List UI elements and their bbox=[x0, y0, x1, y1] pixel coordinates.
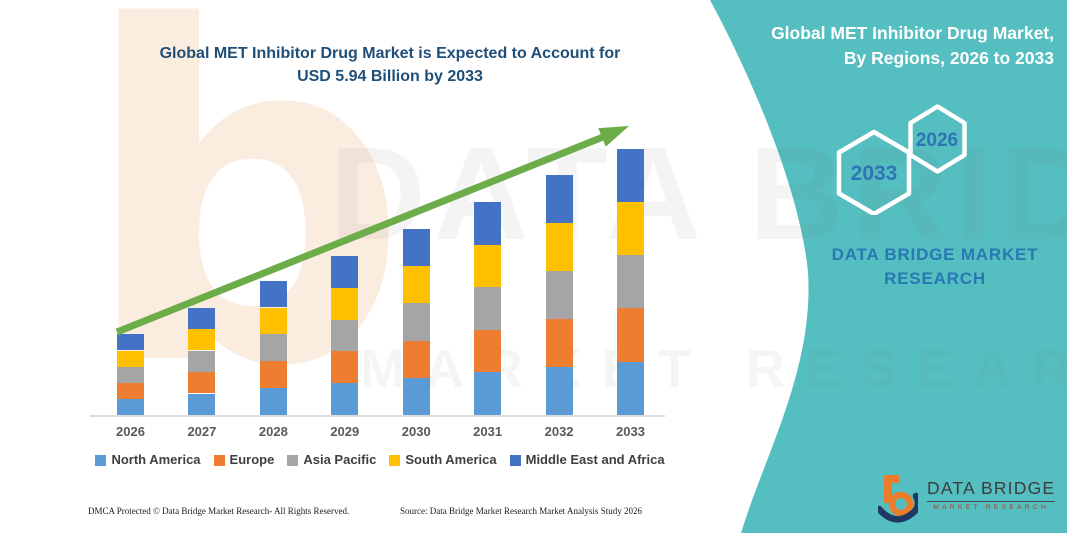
bar-segment bbox=[117, 382, 144, 399]
bar-segment bbox=[402, 266, 430, 304]
right-panel-title-line2: By Regions, 2026 to 2033 bbox=[843, 48, 1054, 68]
bar-segment bbox=[402, 229, 430, 267]
legend-item: North America bbox=[95, 452, 201, 467]
legend-item: Middle East and Africa bbox=[509, 452, 665, 467]
chart-title-line1: Global MET Inhibitor Drug Market is Expe… bbox=[159, 45, 621, 62]
logo-b-stem bbox=[884, 475, 899, 503]
logo-b-bowl bbox=[888, 491, 914, 517]
x-axis-tick-label: 2029 bbox=[330, 424, 360, 439]
bar-segment bbox=[545, 271, 573, 320]
legend-swatch bbox=[389, 454, 401, 466]
bar-segment bbox=[188, 350, 216, 372]
bar-segment bbox=[474, 202, 502, 245]
legend-item: South America bbox=[389, 452, 497, 467]
bar-segment bbox=[331, 287, 359, 320]
logo-name-text: DATA BRIDGE bbox=[927, 478, 1056, 502]
bar-segment bbox=[545, 175, 573, 224]
logo-swoosh bbox=[878, 492, 918, 523]
bar-segment bbox=[331, 255, 359, 288]
bar-segment bbox=[402, 377, 430, 415]
bar-segment bbox=[331, 383, 359, 415]
hexagon-2026-label: 2026 bbox=[916, 130, 958, 151]
legend-label: Asia Pacific bbox=[303, 452, 377, 467]
legend-item: Europe bbox=[213, 452, 275, 467]
bar-segment bbox=[188, 307, 216, 329]
x-axis-tick-label: 2032 bbox=[544, 424, 574, 439]
bar-segment bbox=[545, 367, 573, 415]
x-axis-tick-label: 2033 bbox=[616, 424, 645, 439]
x-axis-tick-label: 2030 bbox=[401, 424, 431, 439]
bar-segment bbox=[117, 366, 144, 383]
bar-segment bbox=[117, 350, 144, 367]
bar-segment bbox=[259, 280, 287, 308]
bar-segment bbox=[117, 398, 144, 415]
x-axis-line bbox=[90, 415, 665, 417]
bar-segment bbox=[402, 340, 430, 378]
logo-text-block: DATA BRIDGE MARKET RESEARCH bbox=[927, 478, 1056, 511]
bar-segment bbox=[617, 361, 644, 415]
x-axis-tick-label: 2028 bbox=[258, 424, 288, 439]
right-panel-title-line1: Global MET Inhibitor Drug Market, bbox=[771, 23, 1054, 43]
x-axis-tick-label: 2027 bbox=[187, 424, 217, 439]
bar-segment bbox=[188, 372, 216, 394]
source-footer-text: Source: Data Bridge Market Research Mark… bbox=[400, 506, 642, 516]
hexagon-years-graphic: 2033 2026 bbox=[836, 104, 967, 215]
bar-segment bbox=[188, 329, 216, 351]
legend-swatch bbox=[287, 454, 299, 466]
bar-segment bbox=[474, 329, 502, 373]
data-bridge-b-icon bbox=[878, 475, 918, 523]
bar-segment bbox=[474, 244, 502, 288]
bar-segment bbox=[617, 201, 644, 256]
bar-segment bbox=[545, 223, 573, 272]
bar-segment bbox=[259, 334, 287, 362]
legend-label: South America bbox=[405, 452, 497, 467]
bar-segment bbox=[617, 148, 644, 202]
x-axis-tick-label: 2026 bbox=[116, 424, 145, 439]
bar-segment bbox=[188, 393, 216, 415]
chart-title: Global MET Inhibitor Drug Market is Expe… bbox=[90, 42, 690, 88]
bar-segment bbox=[117, 334, 144, 351]
legend-label: Middle East and Africa bbox=[525, 452, 665, 467]
chart-title-line2: USD 5.94 Billion by 2033 bbox=[297, 68, 483, 85]
bar-segment bbox=[259, 307, 287, 335]
hexagon-2033-label: 2033 bbox=[851, 162, 898, 185]
bar-segment bbox=[402, 303, 430, 341]
teal-panel-path bbox=[710, 0, 1067, 533]
bar-segment bbox=[474, 287, 502, 330]
legend-swatch bbox=[213, 454, 225, 466]
bar-segment bbox=[617, 308, 644, 362]
data-bridge-logo: DATA BRIDGE MARKET RESEARCH bbox=[878, 473, 1056, 525]
bar-segment bbox=[474, 372, 502, 415]
right-panel-title: Global MET Inhibitor Drug Market, By Reg… bbox=[771, 21, 1054, 71]
bar-segment bbox=[259, 361, 287, 389]
logo-tagline-text: MARKET RESEARCH bbox=[933, 504, 1050, 511]
x-axis-tick-label: 2031 bbox=[473, 424, 503, 439]
bar-segment bbox=[259, 388, 287, 415]
right-panel-brand-caption: DATA BRIDGE MARKET RESEARCH bbox=[805, 243, 1065, 291]
brand-caption-line2: RESEARCH bbox=[884, 269, 986, 288]
dmca-footer-text: DMCA Protected © Data Bridge Market Rese… bbox=[88, 506, 350, 516]
legend-item: Asia Pacific bbox=[287, 452, 376, 467]
legend-label: North America bbox=[111, 452, 201, 467]
legend-label: Europe bbox=[229, 452, 275, 467]
bar-segment bbox=[331, 351, 359, 384]
brand-caption-line1: DATA BRIDGE MARKET bbox=[831, 245, 1039, 264]
chart-legend: North America Europe Asia Pacific South Ame… bbox=[85, 452, 675, 467]
bar-segment bbox=[331, 319, 359, 352]
legend-swatch bbox=[509, 454, 521, 466]
bar-segment bbox=[545, 319, 573, 368]
hexagon-2026-shape bbox=[908, 104, 967, 174]
legend-swatch bbox=[95, 454, 107, 466]
bar-segment bbox=[617, 255, 644, 309]
